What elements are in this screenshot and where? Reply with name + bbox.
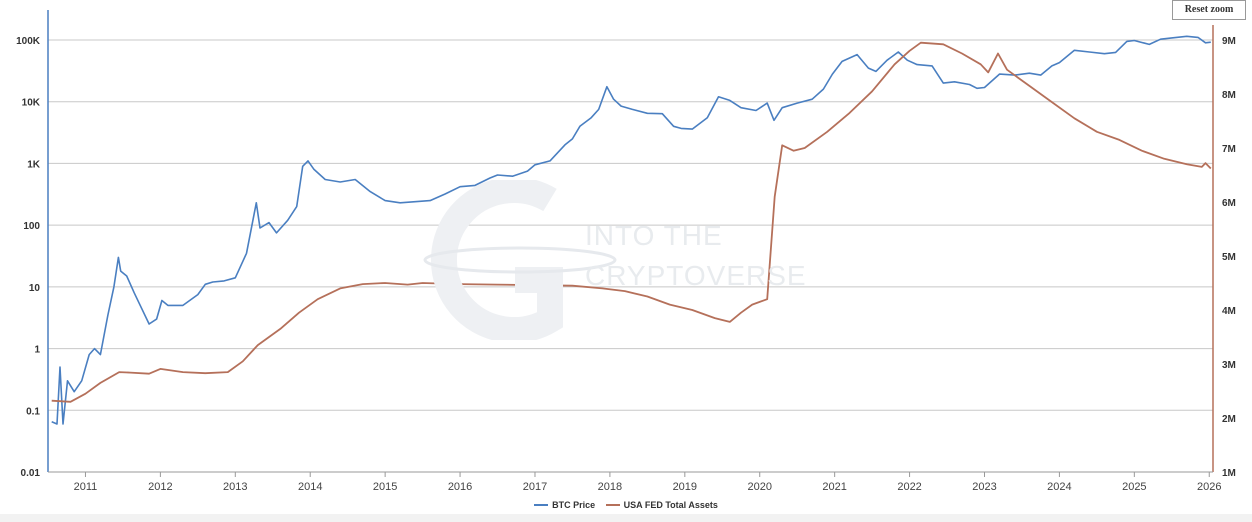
x-tick-label: 2018 — [598, 481, 622, 493]
y-left-tick-label: 100 — [23, 221, 40, 232]
x-tick-label: 2017 — [523, 481, 547, 493]
y-right-tick-label: 9M — [1222, 36, 1236, 47]
x-tick-label: 2013 — [223, 481, 247, 493]
y-left-tick-label: 100K — [16, 36, 41, 47]
y-right-tick-label: 1M — [1222, 468, 1236, 479]
y-right-tick-label: 8M — [1222, 90, 1236, 101]
y-left-tick-label: 10K — [22, 98, 41, 109]
legend-swatch-fed — [605, 504, 620, 506]
x-tick-label: 2014 — [298, 481, 322, 493]
legend-label-btc: BTC Price — [552, 500, 596, 510]
y-left-tick-label: 0.1 — [26, 406, 40, 417]
legend-swatch-btc — [534, 504, 549, 506]
legend-item-fed[interactable]: USA FED Total Assets — [605, 500, 718, 510]
y-right-tick-label: 7M — [1222, 144, 1236, 155]
legend-label-fed: USA FED Total Assets — [623, 500, 718, 510]
x-tick-label: 2011 — [74, 481, 98, 493]
y-left-tick-label: 1K — [27, 159, 41, 170]
x-tick-label: 2012 — [148, 481, 172, 493]
series-line-fed-total-assets — [51, 41, 1212, 403]
y-right-tick-label: 4M — [1222, 306, 1236, 317]
y-left-tick-label: 0.01 — [21, 468, 41, 479]
x-tick-label: 2022 — [897, 481, 921, 493]
y-right-tick-label: 2M — [1222, 414, 1236, 425]
x-tick-label: 2020 — [747, 481, 771, 493]
x-tick-label: 2019 — [673, 481, 697, 493]
series-line-btc-price — [51, 35, 1211, 425]
x-tick-label: 2025 — [1122, 481, 1146, 493]
y-right-tick-label: 6M — [1222, 198, 1236, 209]
y-right-tick-label: 3M — [1222, 360, 1236, 371]
y-right-tick-label: 5M — [1222, 252, 1236, 263]
x-tick-label: 2026 — [1197, 481, 1221, 493]
x-tick-label: 2023 — [972, 481, 996, 493]
bottom-strip — [0, 514, 1252, 522]
x-tick-label: 2024 — [1047, 481, 1071, 493]
y-left-tick-label: 10 — [29, 283, 41, 294]
x-tick-label: 2016 — [448, 481, 472, 493]
legend-item-btc[interactable]: BTC Price — [534, 500, 595, 510]
reset-zoom-button[interactable]: Reset zoom — [1172, 0, 1246, 20]
y-left-tick-label: 1 — [34, 345, 40, 356]
x-tick-label: 2015 — [373, 481, 397, 493]
x-tick-label: 2021 — [822, 481, 846, 493]
legend: BTC Price USA FED Total Assets — [0, 498, 1252, 510]
